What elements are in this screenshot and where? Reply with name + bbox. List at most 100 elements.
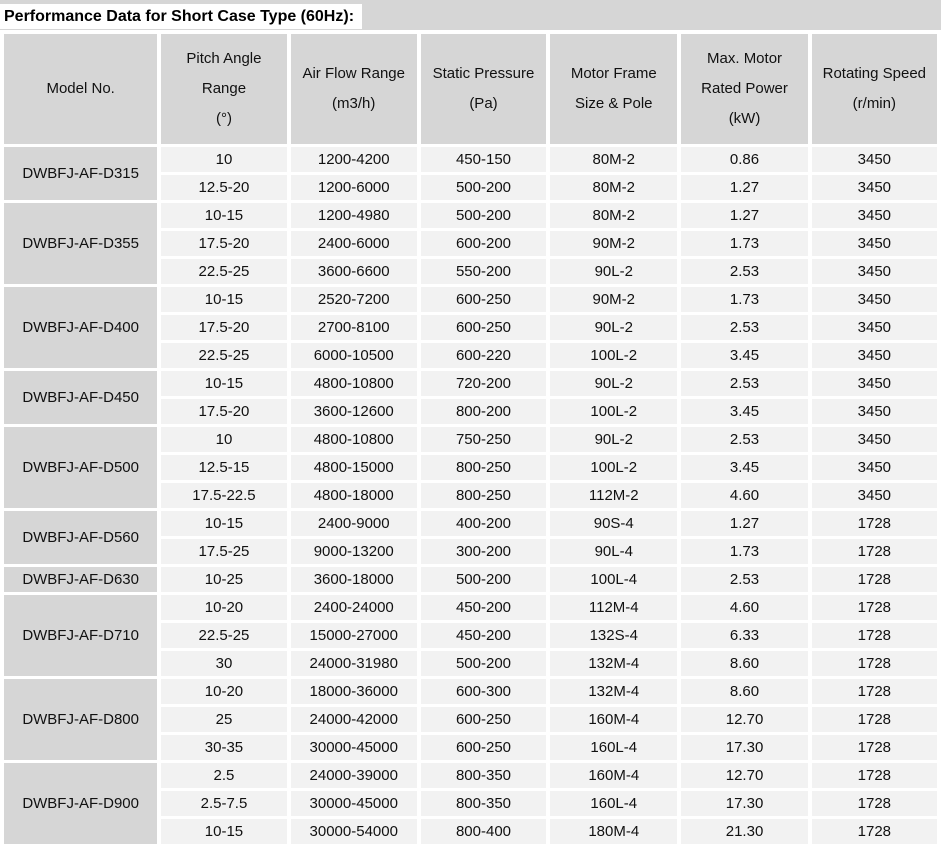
data-cell: 3600-12600: [290, 399, 417, 424]
data-cell: 800-400: [420, 819, 547, 844]
data-cell: 132M-4: [550, 679, 678, 704]
data-cell: 30000-45000: [290, 791, 417, 816]
data-cell: 500-200: [420, 567, 547, 592]
table-row: DWBFJ-AF-D400 10-15 2520-7200 600-250 90M-2 1…: [4, 287, 937, 368]
data-cell: 2520-7200: [290, 287, 417, 312]
data-cell: 2.53: [681, 427, 808, 452]
data-cell: 30000-54000: [290, 819, 417, 844]
column-header-0: Model No.: [4, 34, 158, 144]
model-cell: DWBFJ-AF-D400: [4, 287, 158, 368]
model-cell: DWBFJ-AF-D355: [4, 203, 158, 284]
data-cell: 1728: [811, 763, 937, 788]
data-cell: 10-20: [161, 595, 287, 620]
data-cell: 80M-2: [550, 175, 678, 200]
table-row: 17.5-25 9000-13200 300-200 90L-4 1.73 1728: [4, 539, 937, 564]
data-cell: 21.30: [681, 819, 808, 844]
data-cell: 10-15: [161, 819, 287, 844]
table-row: 17.5-22.5 4800-18000 800-250 112M-2 4.60 3450: [4, 483, 937, 508]
data-cell: 3450: [811, 483, 937, 508]
data-cell: 1728: [811, 819, 937, 844]
data-cell: 1.27: [681, 511, 808, 536]
data-cell: 450-200: [420, 595, 547, 620]
data-cell: 90L-4: [550, 539, 678, 564]
data-cell: 1728: [811, 511, 937, 536]
data-cell: 9000-13200: [290, 539, 417, 564]
data-cell: 10-15: [161, 511, 287, 536]
data-cell: 30-35: [161, 735, 287, 760]
data-cell: 500-200: [420, 175, 547, 200]
data-cell: 90M-2: [550, 231, 678, 256]
data-cell: 4.60: [681, 595, 808, 620]
data-cell: 720-200: [420, 371, 547, 396]
data-cell: 600-250: [420, 315, 547, 340]
table-row: 12.5-20 1200-6000 500-200 80M-2 1.27 3450: [4, 175, 937, 200]
data-cell: 17.5-20: [161, 315, 287, 340]
data-cell: 132S-4: [550, 623, 678, 648]
data-cell: 3.45: [681, 399, 808, 424]
table-row: DWBFJ-AF-D355 10-15 1200-4980 500-200 80M-2 1…: [4, 203, 937, 284]
data-cell: 600-250: [420, 707, 547, 732]
data-cell: 160L-4: [550, 735, 678, 760]
data-cell: 2.53: [681, 259, 808, 284]
data-cell: 2.5: [161, 763, 287, 788]
table-row: DWBFJ-AF-D630 10-25 3600-18000 500-200 100L-…: [4, 567, 937, 592]
data-cell: 3450: [811, 343, 937, 368]
table-row: DWBFJ-AF-D500 10 4800-10800 750-250 90L-2 2.5…: [4, 427, 937, 508]
data-cell: 24000-39000: [290, 763, 417, 788]
table-row: 30-35 30000-45000 600-250 160L-4 17.30 1728: [4, 735, 937, 760]
data-cell: 2400-24000: [290, 595, 417, 620]
data-cell: 3450: [811, 231, 937, 256]
data-cell: 112M-2: [550, 483, 678, 508]
data-cell: 8.60: [681, 679, 808, 704]
model-cell: DWBFJ-AF-D500: [4, 427, 158, 508]
data-cell: 750-250: [420, 427, 547, 452]
data-cell: 1728: [811, 651, 937, 676]
data-cell: 500-200: [420, 203, 547, 228]
data-cell: 22.5-25: [161, 343, 287, 368]
data-cell: 2.53: [681, 315, 808, 340]
data-cell: 800-200: [420, 399, 547, 424]
data-cell: 180M-4: [550, 819, 678, 844]
table-row: 22.5-25 15000-27000 450-200 132S-4 6.33 1728: [4, 623, 937, 648]
table-row: DWBFJ-AF-D900 2.5 24000-39000 800-350 160M-4…: [4, 763, 937, 844]
data-cell: 100L-2: [550, 455, 678, 480]
model-cell: DWBFJ-AF-D450: [4, 371, 158, 424]
data-cell: 2400-9000: [290, 511, 417, 536]
page-title: Performance Data for Short Case Type (60…: [0, 3, 363, 29]
data-cell: 1200-4200: [290, 147, 417, 172]
data-cell: 10-25: [161, 567, 287, 592]
data-cell: 132M-4: [550, 651, 678, 676]
data-cell: 160L-4: [550, 791, 678, 816]
data-cell: 24000-42000: [290, 707, 417, 732]
data-cell: 160M-4: [550, 763, 678, 788]
data-cell: 3450: [811, 427, 937, 452]
data-cell: 3450: [811, 315, 937, 340]
data-cell: 2.53: [681, 371, 808, 396]
table-row: 25 24000-42000 600-250 160M-4 12.70 1728: [4, 707, 937, 732]
data-cell: 10-15: [161, 287, 287, 312]
data-cell: 3450: [811, 455, 937, 480]
data-cell: 2700-8100: [290, 315, 417, 340]
data-cell: 90L-2: [550, 315, 678, 340]
data-cell: 18000-36000: [290, 679, 417, 704]
data-cell: 4800-15000: [290, 455, 417, 480]
data-cell: 2400-6000: [290, 231, 417, 256]
data-cell: 30: [161, 651, 287, 676]
title-bar: Performance Data for Short Case Type (60…: [0, 0, 941, 30]
data-cell: 3450: [811, 147, 937, 172]
data-cell: 1.27: [681, 175, 808, 200]
data-cell: 2.53: [681, 567, 808, 592]
data-cell: 450-200: [420, 623, 547, 648]
table-row: DWBFJ-AF-D800 10-20 18000-36000 600-300 132M…: [4, 679, 937, 760]
data-cell: 90M-2: [550, 287, 678, 312]
data-cell: 24000-31980: [290, 651, 417, 676]
table-row: 12.5-15 4800-15000 800-250 100L-2 3.45 3450: [4, 455, 937, 480]
table-row: DWBFJ-AF-D710 10-20 2400-24000 450-200 112M-…: [4, 595, 937, 676]
data-cell: 12.70: [681, 707, 808, 732]
data-cell: 80M-2: [550, 203, 678, 228]
data-cell: 1728: [811, 707, 937, 732]
data-cell: 10-15: [161, 203, 287, 228]
data-cell: 1.73: [681, 287, 808, 312]
data-cell: 3450: [811, 203, 937, 228]
data-cell: 10: [161, 147, 287, 172]
